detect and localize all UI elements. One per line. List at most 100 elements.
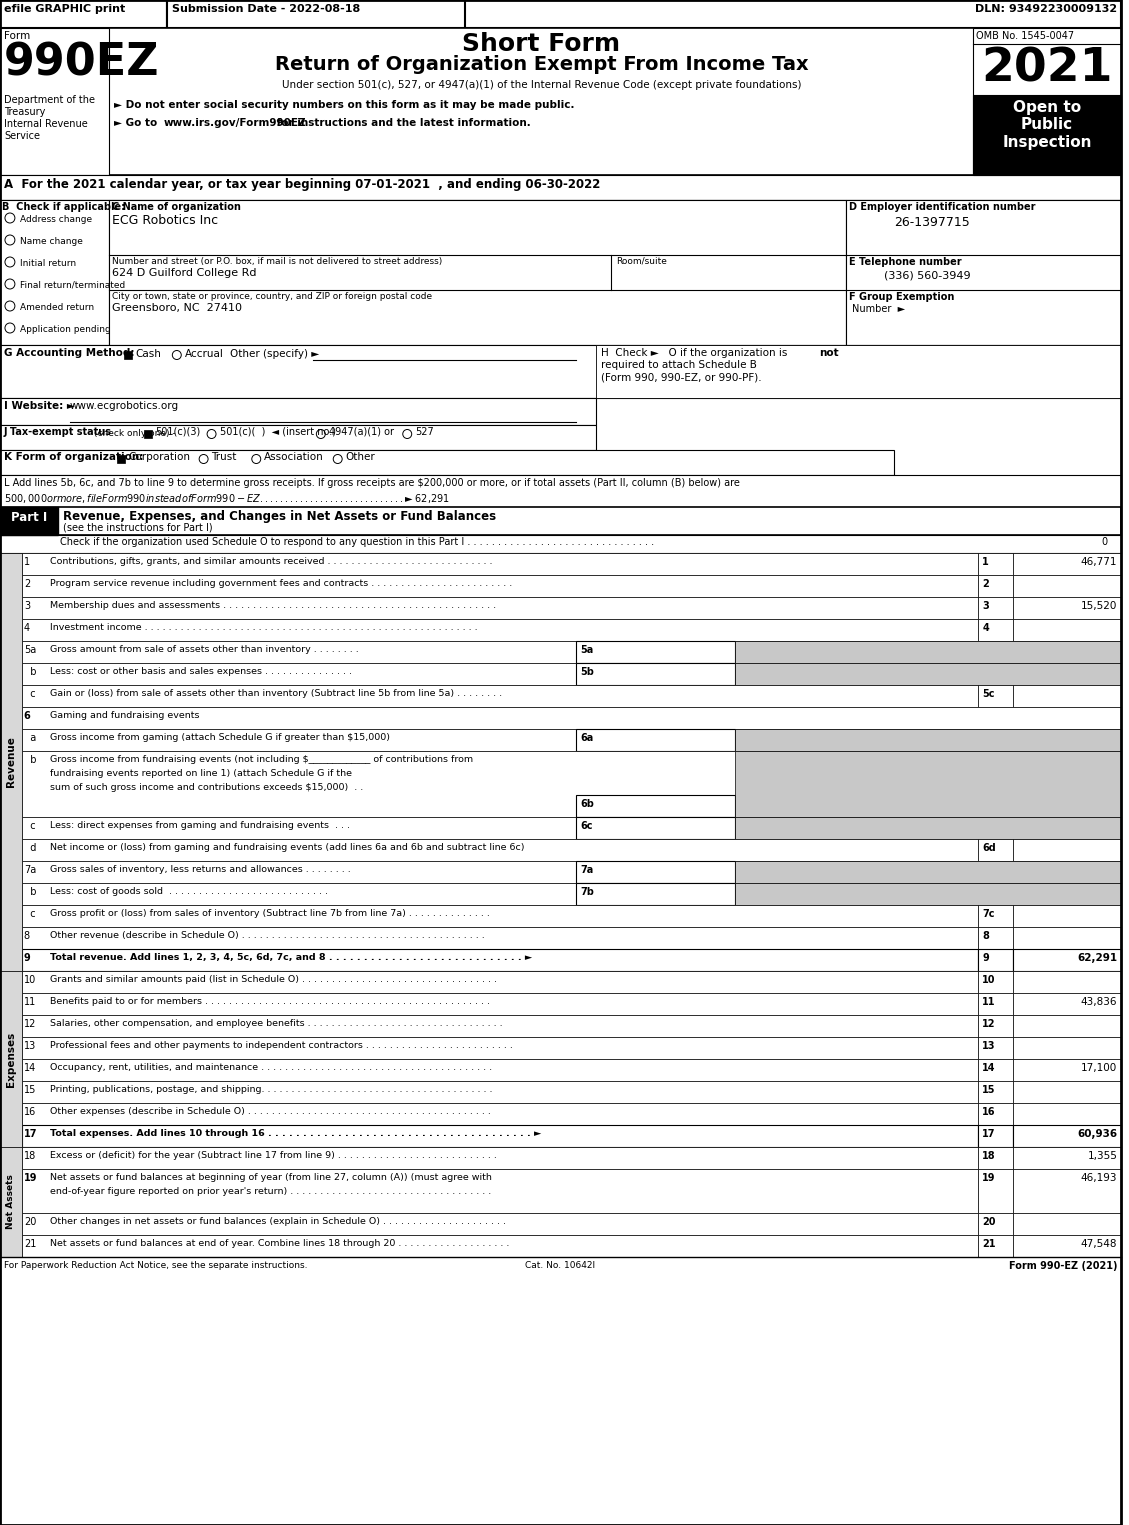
Text: 16: 16 — [982, 1107, 996, 1116]
Bar — [21, 1037, 979, 1058]
Bar — [1013, 1058, 1121, 1081]
Text: 6: 6 — [24, 711, 30, 721]
Bar — [979, 575, 1013, 596]
Text: Cat. No. 10642I: Cat. No. 10642I — [525, 1261, 595, 1270]
Bar — [1013, 839, 1121, 862]
Bar — [0, 535, 1121, 554]
Bar — [979, 596, 1013, 619]
Text: 26-1397715: 26-1397715 — [894, 217, 970, 229]
Text: 14: 14 — [24, 1063, 36, 1074]
Text: Benefits paid to or for members . . . . . . . . . . . . . . . . . . . . . . . . : Benefits paid to or for members . . . . … — [50, 997, 490, 1006]
Bar — [0, 27, 1121, 175]
Text: efile GRAPHIC print: efile GRAPHIC print — [5, 5, 125, 14]
Text: B  Check if applicable:: B Check if applicable: — [2, 201, 125, 212]
Bar — [21, 927, 979, 949]
Text: 19: 19 — [24, 1173, 37, 1183]
Text: 62,291: 62,291 — [1077, 953, 1118, 962]
Text: 20: 20 — [24, 1217, 36, 1228]
Text: c: c — [24, 689, 35, 698]
Bar — [21, 685, 979, 708]
Text: K Form of organization:: K Form of organization: — [5, 451, 143, 462]
Bar — [21, 1212, 979, 1235]
Bar — [1013, 1016, 1121, 1037]
Bar — [0, 474, 1121, 506]
Bar — [0, 425, 596, 450]
Bar — [979, 554, 1013, 575]
Text: Professional fees and other payments to independent contractors . . . . . . . . : Professional fees and other payments to … — [50, 1042, 513, 1051]
Bar — [979, 1037, 1013, 1058]
Bar — [1013, 971, 1121, 993]
Text: 43,836: 43,836 — [1080, 997, 1118, 1006]
Text: not: not — [820, 348, 839, 358]
Text: Other: Other — [345, 451, 376, 462]
Bar — [1013, 1103, 1121, 1125]
Text: Total revenue. Add lines 1, 2, 3, 4, 5c, 6d, 7c, and 8 . . . . . . . . . . . . .: Total revenue. Add lines 1, 2, 3, 4, 5c,… — [50, 953, 532, 962]
Text: Amended return: Amended return — [20, 303, 94, 313]
Bar — [1013, 1081, 1121, 1103]
Text: 1: 1 — [982, 557, 989, 567]
Text: Gross income from fundraising events (not including $_____________ of contributi: Gross income from fundraising events (no… — [50, 755, 473, 764]
Bar — [1013, 993, 1121, 1016]
Bar — [0, 554, 21, 971]
Bar — [1013, 575, 1121, 596]
Text: Cash: Cash — [135, 349, 161, 358]
Text: Gain or (loss) from sale of assets other than inventory (Subtract line 5b from l: Gain or (loss) from sale of assets other… — [50, 689, 501, 698]
Bar — [0, 398, 596, 425]
Bar — [979, 1125, 1013, 1147]
Text: Accrual: Accrual — [185, 349, 224, 358]
Text: Association: Association — [264, 451, 324, 462]
Bar — [979, 1212, 1013, 1235]
Text: Final return/terminated: Final return/terminated — [20, 281, 125, 290]
Text: Less: cost of goods sold  . . . . . . . . . . . . . . . . . . . . . . . . . . .: Less: cost of goods sold . . . . . . . .… — [50, 888, 327, 897]
Text: www.ecgrobotics.org: www.ecgrobotics.org — [70, 401, 178, 412]
Bar — [1013, 1212, 1121, 1235]
Bar — [110, 200, 847, 345]
Bar — [0, 0, 1121, 27]
Text: 10: 10 — [982, 974, 996, 985]
Text: 11: 11 — [982, 997, 996, 1006]
Text: Other revenue (describe in Schedule O) . . . . . . . . . . . . . . . . . . . . .: Other revenue (describe in Schedule O) .… — [50, 930, 484, 939]
Text: 5a: 5a — [580, 645, 594, 656]
Bar — [21, 1058, 979, 1081]
Text: ► Go to: ► Go to — [114, 117, 161, 128]
Text: 11: 11 — [24, 997, 36, 1006]
Text: c: c — [24, 820, 35, 831]
Bar — [1013, 949, 1121, 971]
Text: 2: 2 — [24, 580, 30, 589]
Bar — [576, 862, 735, 883]
Text: Gross sales of inventory, less returns and allowances . . . . . . . .: Gross sales of inventory, less returns a… — [50, 865, 350, 874]
Bar — [735, 817, 1121, 839]
Bar — [21, 1016, 979, 1037]
Bar — [979, 1016, 1013, 1037]
Text: Excess or (deficit) for the year (Subtract line 17 from line 9) . . . . . . . . : Excess or (deficit) for the year (Subtra… — [50, 1151, 497, 1161]
Text: 46,771: 46,771 — [1080, 557, 1118, 567]
Text: 1: 1 — [24, 557, 30, 567]
Text: 3: 3 — [24, 601, 30, 612]
Text: 3: 3 — [982, 601, 989, 612]
Bar — [979, 1081, 1013, 1103]
Bar — [979, 1058, 1013, 1081]
Text: www.irs.gov/Form990EZ: www.irs.gov/Form990EZ — [164, 117, 306, 128]
Text: (see the instructions for Part I): (see the instructions for Part I) — [62, 523, 212, 534]
Text: Gross profit or (loss) from sales of inventory (Subtract line 7b from line 7a) .: Gross profit or (loss) from sales of inv… — [50, 909, 490, 918]
Bar — [0, 506, 58, 535]
Bar — [576, 883, 735, 904]
Bar — [1013, 927, 1121, 949]
Text: 7b: 7b — [580, 888, 594, 897]
Text: (336) 560-3949: (336) 560-3949 — [884, 270, 971, 281]
Bar — [0, 0, 167, 27]
Text: Other expenses (describe in Schedule O) . . . . . . . . . . . . . . . . . . . . : Other expenses (describe in Schedule O) … — [50, 1107, 490, 1116]
Text: ► Do not enter social security numbers on this form as it may be made public.: ► Do not enter social security numbers o… — [114, 101, 575, 110]
Bar — [979, 619, 1013, 640]
Text: Other (specify) ►: Other (specify) ► — [230, 349, 320, 358]
Bar — [973, 95, 1121, 175]
Text: Initial return: Initial return — [20, 259, 76, 268]
Bar — [735, 640, 1121, 663]
Text: Gaming and fundraising events: Gaming and fundraising events — [50, 711, 199, 720]
Text: 16: 16 — [24, 1107, 36, 1116]
Bar — [21, 596, 979, 619]
Text: 15,520: 15,520 — [1082, 601, 1118, 612]
Text: b: b — [24, 888, 36, 897]
Bar — [0, 506, 1121, 535]
Text: required to attach Schedule B: required to attach Schedule B — [601, 360, 756, 371]
